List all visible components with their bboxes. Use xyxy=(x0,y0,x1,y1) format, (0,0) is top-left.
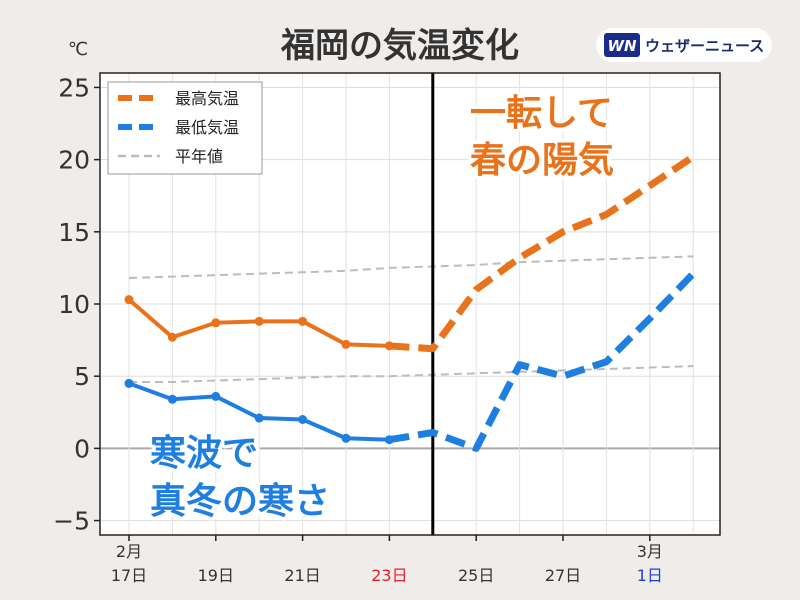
logo-mark: WN xyxy=(607,37,637,55)
series-high-point xyxy=(254,316,264,326)
annotation-cold: 寒波で 真冬の寒さ xyxy=(147,430,334,526)
y-tick-label: 0 xyxy=(74,434,90,463)
y-tick-label: 25 xyxy=(58,73,90,102)
series-low-point xyxy=(124,378,134,388)
series-high-point xyxy=(298,316,308,326)
series-high-point xyxy=(211,318,221,328)
annotation-warm-line-1: 一転して xyxy=(470,93,613,134)
y-tick-label: 5 xyxy=(74,362,90,391)
annotation-cold-line-2: 真冬の寒さ xyxy=(150,481,330,522)
series-high-point xyxy=(341,339,351,349)
series-low-point xyxy=(211,391,221,401)
series-low-point xyxy=(254,413,264,423)
series-high-point xyxy=(124,295,134,305)
series-low-point xyxy=(167,394,177,404)
x-tick-day-label: 23日 xyxy=(371,566,407,585)
y-tick-label: 15 xyxy=(58,218,90,247)
y-tick-label: 10 xyxy=(58,290,90,319)
normal-low-line xyxy=(129,365,694,383)
x-tick-day-label: 1日 xyxy=(637,566,663,585)
series-low-forecast-line xyxy=(388,271,696,452)
series-low-point xyxy=(298,415,308,424)
series-high-point xyxy=(167,332,177,342)
legend-label-low: 最低気温 xyxy=(175,118,239,137)
chart-title: 福岡の気温変化 xyxy=(280,26,519,66)
weathernews-logo: WN ウェザーニュース xyxy=(596,28,772,62)
series-high-point xyxy=(384,341,394,351)
legend: 最高気温 最低気温 平年値 xyxy=(107,81,263,175)
logo-text: ウェザーニュース xyxy=(645,37,764,55)
x-tick-day-label: 21日 xyxy=(284,566,320,585)
legend-label-normal: 平年値 xyxy=(175,147,223,166)
x-tick-day-label: 17日 xyxy=(111,566,147,585)
y-axis-unit: ℃ xyxy=(68,39,88,60)
x-tick-day-label: 27日 xyxy=(545,566,581,585)
annotation-cold-line-1: 寒波で xyxy=(150,433,258,474)
x-tick-day-label: 25日 xyxy=(458,566,494,585)
normal-lines xyxy=(128,255,694,383)
annotation-warm: 一転して 春の陽気 xyxy=(467,90,618,185)
y-tick-label: 20 xyxy=(58,146,90,175)
y-tick-label: −5 xyxy=(53,507,90,536)
annotation-warm-line-2: 春の陽気 xyxy=(470,140,614,181)
x-tick-month-label: 2月 xyxy=(116,542,142,561)
legend-label-high: 最高気温 xyxy=(175,89,239,108)
ticks: −5 0 5 10 15 20 25 2月 17日 19日 21日 23日 25日 27日 3月 1日 xyxy=(53,73,663,585)
series-low-point xyxy=(341,433,351,443)
series-low-point xyxy=(384,435,394,445)
x-tick-month-label: 3月 xyxy=(637,542,663,561)
series-lines xyxy=(124,73,696,535)
x-tick-day-label: 19日 xyxy=(198,566,234,585)
normal-high-line xyxy=(128,255,694,280)
